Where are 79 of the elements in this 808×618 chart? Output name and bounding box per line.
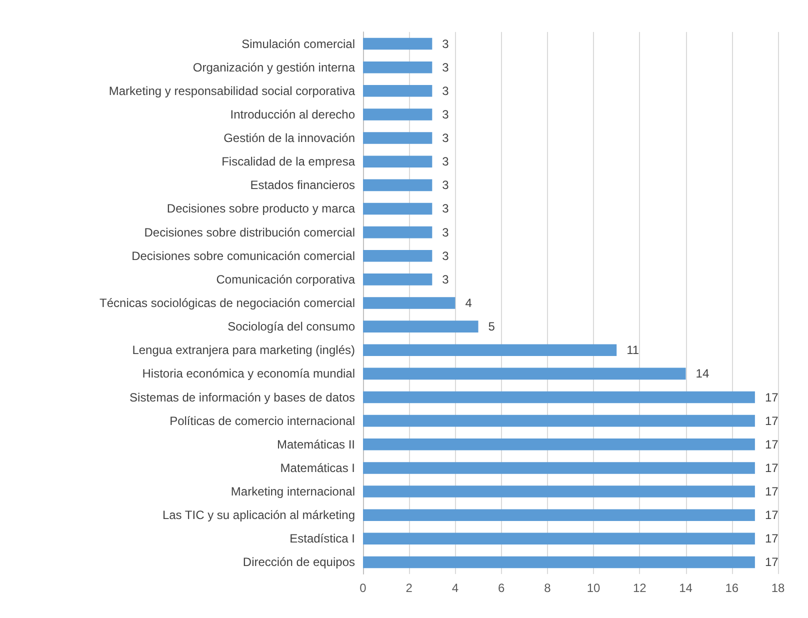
- y-tick-label: Simulación comercial: [242, 36, 355, 51]
- data-label: 11: [626, 343, 640, 358]
- y-tick-label: Decisiones sobre producto y marca: [166, 202, 356, 216]
- data-label: 17: [764, 555, 779, 570]
- data-label: 3: [442, 178, 450, 192]
- data-label: 3: [442, 248, 450, 263]
- bar: [363, 85, 432, 97]
- data-label: 5: [488, 320, 496, 334]
- bar: [363, 509, 755, 521]
- bar: [363, 297, 456, 309]
- bar: [363, 132, 432, 144]
- data-label: 17: [764, 390, 779, 404]
- y-tick-label: Organización y gestión interna: [192, 60, 356, 74]
- bar: [363, 438, 755, 450]
- y-tick-label: Dirección de equipos: [242, 555, 355, 570]
- bar: [363, 250, 432, 262]
- data-label: 3: [442, 60, 450, 74]
- data-label: 17: [764, 437, 779, 452]
- bar: [363, 462, 755, 474]
- y-tick-label: Estados financieros: [250, 178, 355, 192]
- x-tick-label: 2: [406, 581, 413, 595]
- y-tick-label: Comunicación corporativa: [216, 272, 356, 286]
- x-tick-label: 12: [632, 581, 647, 595]
- data-label: 3: [442, 225, 450, 240]
- data-label: 3: [442, 36, 450, 51]
- y-tick-label: Lengua extranjera para marketing (inglés): [132, 343, 355, 358]
- bar: [363, 320, 478, 332]
- bar: [363, 344, 617, 356]
- y-tick-label: Decisiones sobre distribución comercial: [144, 225, 355, 240]
- y-tick-label: Políticas de comercio internacional: [170, 414, 355, 428]
- x-tick-label: 10: [586, 581, 601, 595]
- bar: [363, 556, 755, 568]
- bar: [363, 274, 432, 286]
- y-tick-label: Marketing y responsabilidad social corporativa: [108, 84, 356, 98]
- y-tick-label: Matemáticas I: [280, 460, 355, 475]
- data-label: 14: [696, 366, 710, 381]
- data-label: 4: [465, 296, 472, 310]
- x-tick-label: 18: [771, 581, 785, 595]
- data-label: 3: [442, 272, 450, 286]
- bar: [363, 391, 755, 404]
- bar: [363, 414, 755, 427]
- y-tick-label: Marketing internacional: [230, 484, 355, 499]
- x-tick-label: 16: [725, 581, 739, 595]
- bar: [363, 108, 432, 120]
- data-label: 17: [764, 484, 779, 499]
- data-label: 3: [442, 154, 450, 169]
- x-tick-label: 14: [679, 581, 693, 595]
- data-label: 17: [764, 532, 779, 546]
- bar: [363, 179, 432, 192]
- data-label: 3: [442, 84, 450, 98]
- y-tick-label: Estadística I: [290, 532, 355, 546]
- bar: [363, 38, 432, 50]
- bar: [363, 486, 755, 498]
- data-label: 3: [442, 107, 450, 122]
- bar: [363, 532, 755, 545]
- y-tick-label: Sociología del consumo: [228, 320, 356, 334]
- x-tick-label: 6: [498, 581, 505, 595]
- data-label: 3: [442, 131, 450, 146]
- y-tick-label: Técnicas sociológicas de negociación comercial: [100, 296, 355, 310]
- x-tick-label: 4: [452, 581, 459, 595]
- data-label: 17: [764, 508, 779, 522]
- y-tick-label: Las TIC y su aplicación al márketing: [162, 508, 355, 522]
- bar: [363, 61, 432, 74]
- y-tick-label: Introducción al derecho: [230, 107, 356, 122]
- bar: [363, 202, 432, 215]
- data-label: 17: [764, 414, 779, 428]
- data-label: 17: [764, 460, 779, 475]
- x-tick-label: 8: [544, 581, 552, 595]
- y-tick-label: Historia económica y economía mundial: [142, 366, 355, 381]
- bar: [363, 226, 432, 238]
- bar: [363, 368, 686, 380]
- y-tick-label: Decisiones sobre comunicación comercial: [132, 248, 355, 263]
- y-tick-label: Sistemas de información y bases de datos: [130, 390, 355, 404]
- bar: [363, 156, 432, 168]
- y-tick-label: Matemáticas II: [276, 437, 355, 452]
- y-tick-label: Gestión de la innovación: [224, 131, 355, 146]
- data-label: 3: [442, 202, 450, 216]
- y-tick-label: Fiscalidad de la empresa: [222, 154, 356, 169]
- x-tick-label: 0: [360, 581, 367, 595]
